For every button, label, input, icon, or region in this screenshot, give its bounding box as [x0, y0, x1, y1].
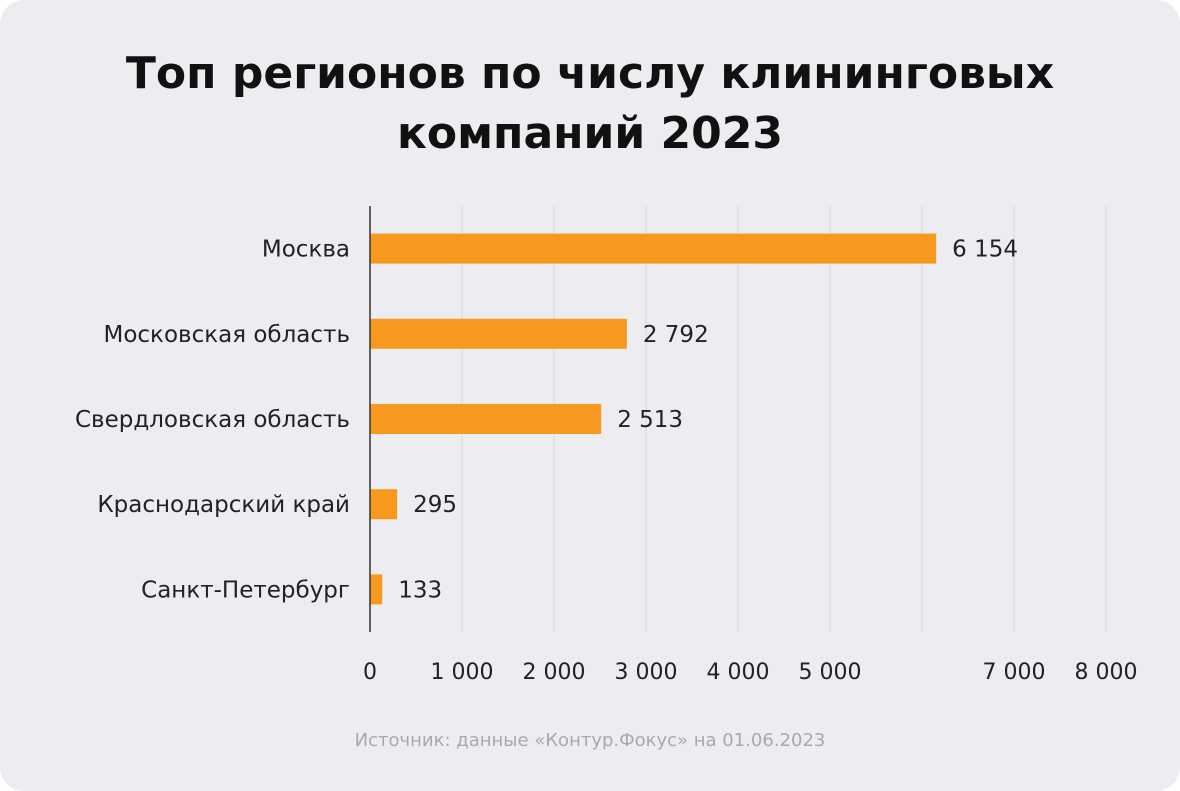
bar: [370, 233, 937, 264]
value-label: 133: [398, 577, 442, 603]
labels: 0 1 000 2 000 3 000 4 000 5 000 7 000 8 000 Моск…: [75, 237, 1138, 685]
value-label: 2 513: [617, 407, 683, 433]
value-label: 6 154: [952, 237, 1018, 263]
chart-title-line-1: Топ регионов по числу клининговых: [125, 48, 1055, 99]
bar: [370, 404, 602, 434]
bar: [370, 318, 627, 349]
x-tick-label: 0: [363, 660, 377, 685]
x-tick-label: 5 000: [799, 660, 862, 685]
source-note: Источник: данные «Контур.Фокус» на 01.06…: [354, 730, 826, 751]
x-tick-label: 3 000: [615, 660, 678, 685]
chart-title: Топ регионов по числу клининговых компан…: [0, 44, 1180, 164]
bar: [370, 574, 383, 605]
category-label: Санкт-Петербург: [141, 577, 350, 603]
bar: [370, 489, 398, 520]
x-tick-label: 2 000: [523, 660, 586, 685]
chart-title-line-2: компаний 2023: [397, 108, 783, 159]
value-label: 2 792: [643, 322, 709, 348]
category-label: Московская область: [103, 322, 350, 348]
category-label: Москва: [262, 237, 350, 263]
x-tick-label: 8 000: [1075, 660, 1138, 685]
grid-lines: [461, 206, 1107, 632]
value-label: 295: [413, 492, 457, 518]
category-label: Краснодарский край: [97, 492, 350, 518]
x-tick-label: 4 000: [707, 660, 770, 685]
x-tick-label: 7 000: [983, 660, 1046, 685]
bars: [370, 233, 937, 605]
category-label: Свердловская область: [75, 407, 350, 433]
x-tick-label: 1 000: [431, 660, 494, 685]
